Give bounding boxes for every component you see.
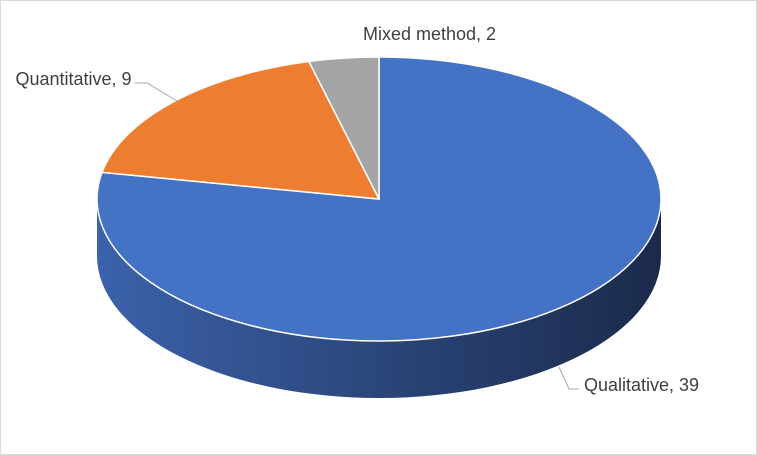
pie-slice	[307, 56, 380, 200]
data-label: Qualitative, 39	[584, 375, 700, 395]
pie-slice	[100, 60, 381, 200]
data-label: Mixed method, 2	[363, 24, 497, 44]
leader-line	[558, 366, 579, 390]
leader-line	[135, 82, 178, 102]
data-label: Quantitative, 9	[15, 69, 132, 89]
pie-side	[97, 199, 661, 398]
pie-slice	[96, 56, 662, 342]
